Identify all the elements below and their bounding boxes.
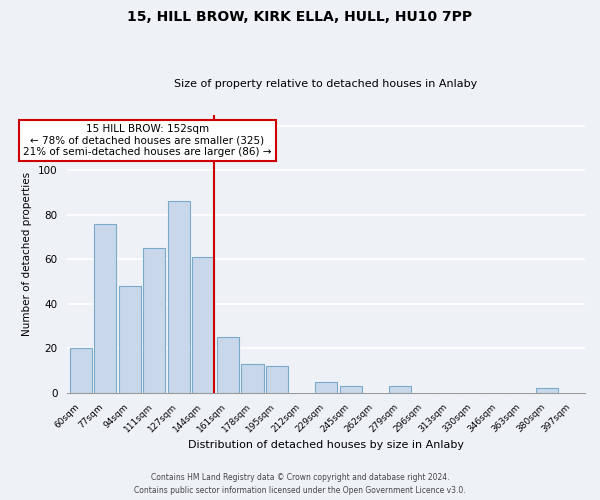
Text: Contains public sector information licensed under the Open Government Licence v3: Contains public sector information licen… bbox=[134, 486, 466, 495]
Text: Contains HM Land Registry data © Crown copyright and database right 2024.: Contains HM Land Registry data © Crown c… bbox=[151, 474, 449, 482]
Bar bbox=[389, 386, 411, 392]
Bar bbox=[241, 364, 263, 392]
Bar bbox=[340, 386, 362, 392]
Y-axis label: Number of detached properties: Number of detached properties bbox=[22, 172, 32, 336]
Text: 15, HILL BROW, KIRK ELLA, HULL, HU10 7PP: 15, HILL BROW, KIRK ELLA, HULL, HU10 7PP bbox=[127, 10, 473, 24]
Bar bbox=[119, 286, 141, 393]
Title: Size of property relative to detached houses in Anlaby: Size of property relative to detached ho… bbox=[175, 79, 478, 89]
Bar bbox=[168, 202, 190, 392]
Bar bbox=[266, 366, 288, 392]
Bar bbox=[70, 348, 92, 393]
Bar bbox=[536, 388, 558, 392]
Text: 15 HILL BROW: 152sqm
← 78% of detached houses are smaller (325)
21% of semi-deta: 15 HILL BROW: 152sqm ← 78% of detached h… bbox=[23, 124, 272, 157]
Bar bbox=[315, 382, 337, 392]
Bar bbox=[217, 337, 239, 392]
Bar bbox=[193, 257, 214, 392]
Bar bbox=[143, 248, 166, 392]
X-axis label: Distribution of detached houses by size in Anlaby: Distribution of detached houses by size … bbox=[188, 440, 464, 450]
Bar bbox=[94, 224, 116, 392]
